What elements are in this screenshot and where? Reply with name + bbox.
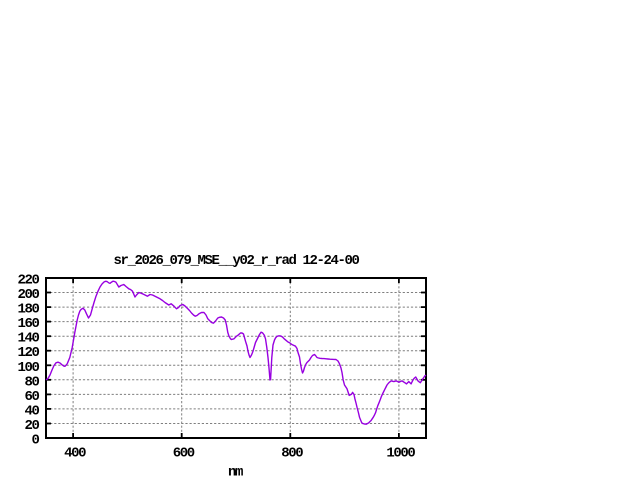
- svg-text:120: 120: [17, 345, 39, 361]
- svg-text:200: 200: [17, 287, 39, 303]
- svg-text:600: 600: [173, 446, 195, 462]
- svg-text:400: 400: [64, 446, 86, 462]
- svg-text:1000: 1000: [386, 446, 415, 462]
- svg-text:220: 220: [17, 273, 39, 289]
- svg-text:20: 20: [24, 418, 39, 434]
- svg-text:sr_2026_079_MSE__y02_r_rad 12-: sr_2026_079_MSE__y02_r_rad 12-24-00: [113, 253, 359, 269]
- svg-text:0: 0: [31, 433, 39, 449]
- svg-text:800: 800: [281, 446, 303, 462]
- svg-text:80: 80: [24, 374, 39, 390]
- svg-text:nm: nm: [228, 465, 243, 480]
- svg-text:160: 160: [17, 316, 39, 332]
- svg-text:140: 140: [17, 331, 39, 347]
- svg-text:180: 180: [17, 302, 39, 318]
- svg-text:40: 40: [24, 403, 39, 419]
- svg-text:100: 100: [17, 360, 39, 376]
- svg-text:60: 60: [24, 389, 39, 405]
